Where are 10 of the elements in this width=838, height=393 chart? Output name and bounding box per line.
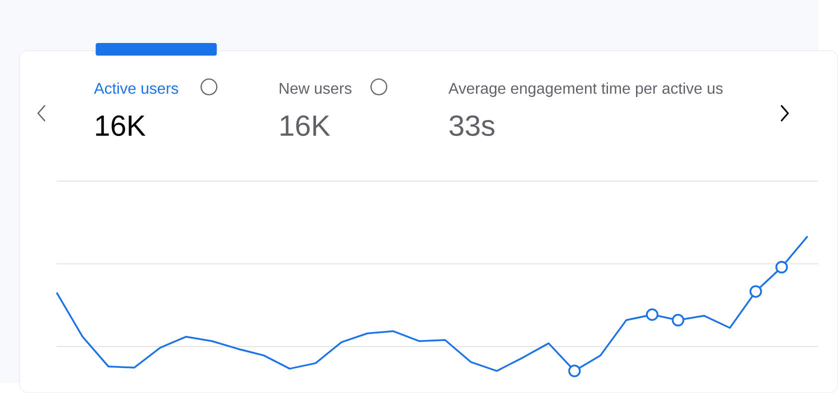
text: 33s bbox=[450, 115, 494, 136]
point bbox=[775, 261, 788, 274]
text: New users bbox=[280, 83, 352, 94]
text: 16K bbox=[96, 115, 146, 136]
point bbox=[646, 308, 658, 322]
text: 16K bbox=[280, 115, 330, 136]
point bbox=[750, 285, 762, 298]
text: Average engagement time per active us bbox=[448, 82, 723, 98]
point bbox=[672, 314, 684, 327]
chart-title: Active users bbox=[94, 82, 178, 94]
